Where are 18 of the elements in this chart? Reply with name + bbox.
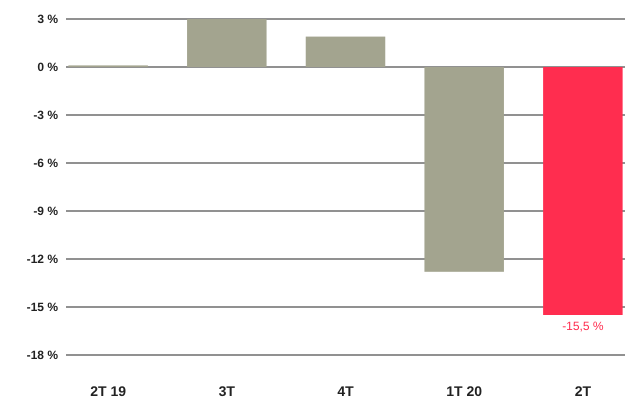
y-tick-label: -15 %	[26, 300, 58, 314]
x-tick-label: 2T 19	[90, 383, 126, 399]
x-tick-label: 4T	[337, 383, 354, 399]
bar	[424, 67, 504, 272]
y-tick-label: -9 %	[33, 204, 58, 218]
y-tick-label: -18 %	[26, 348, 58, 362]
data-label: -15,5 %	[562, 319, 604, 333]
x-tick-label: 1T 20	[446, 383, 482, 399]
y-tick-label: 3 %	[37, 12, 58, 26]
y-tick-label: -12 %	[26, 252, 58, 266]
x-tick-label: 3T	[218, 383, 236, 399]
x-tick-label: 2T	[574, 383, 592, 399]
bar	[306, 36, 386, 67]
y-tick-label: 0 %	[37, 60, 58, 74]
y-tick-label: -6 %	[33, 156, 58, 170]
bar	[187, 19, 267, 67]
bar	[543, 67, 623, 315]
y-tick-label: -3 %	[33, 108, 58, 122]
